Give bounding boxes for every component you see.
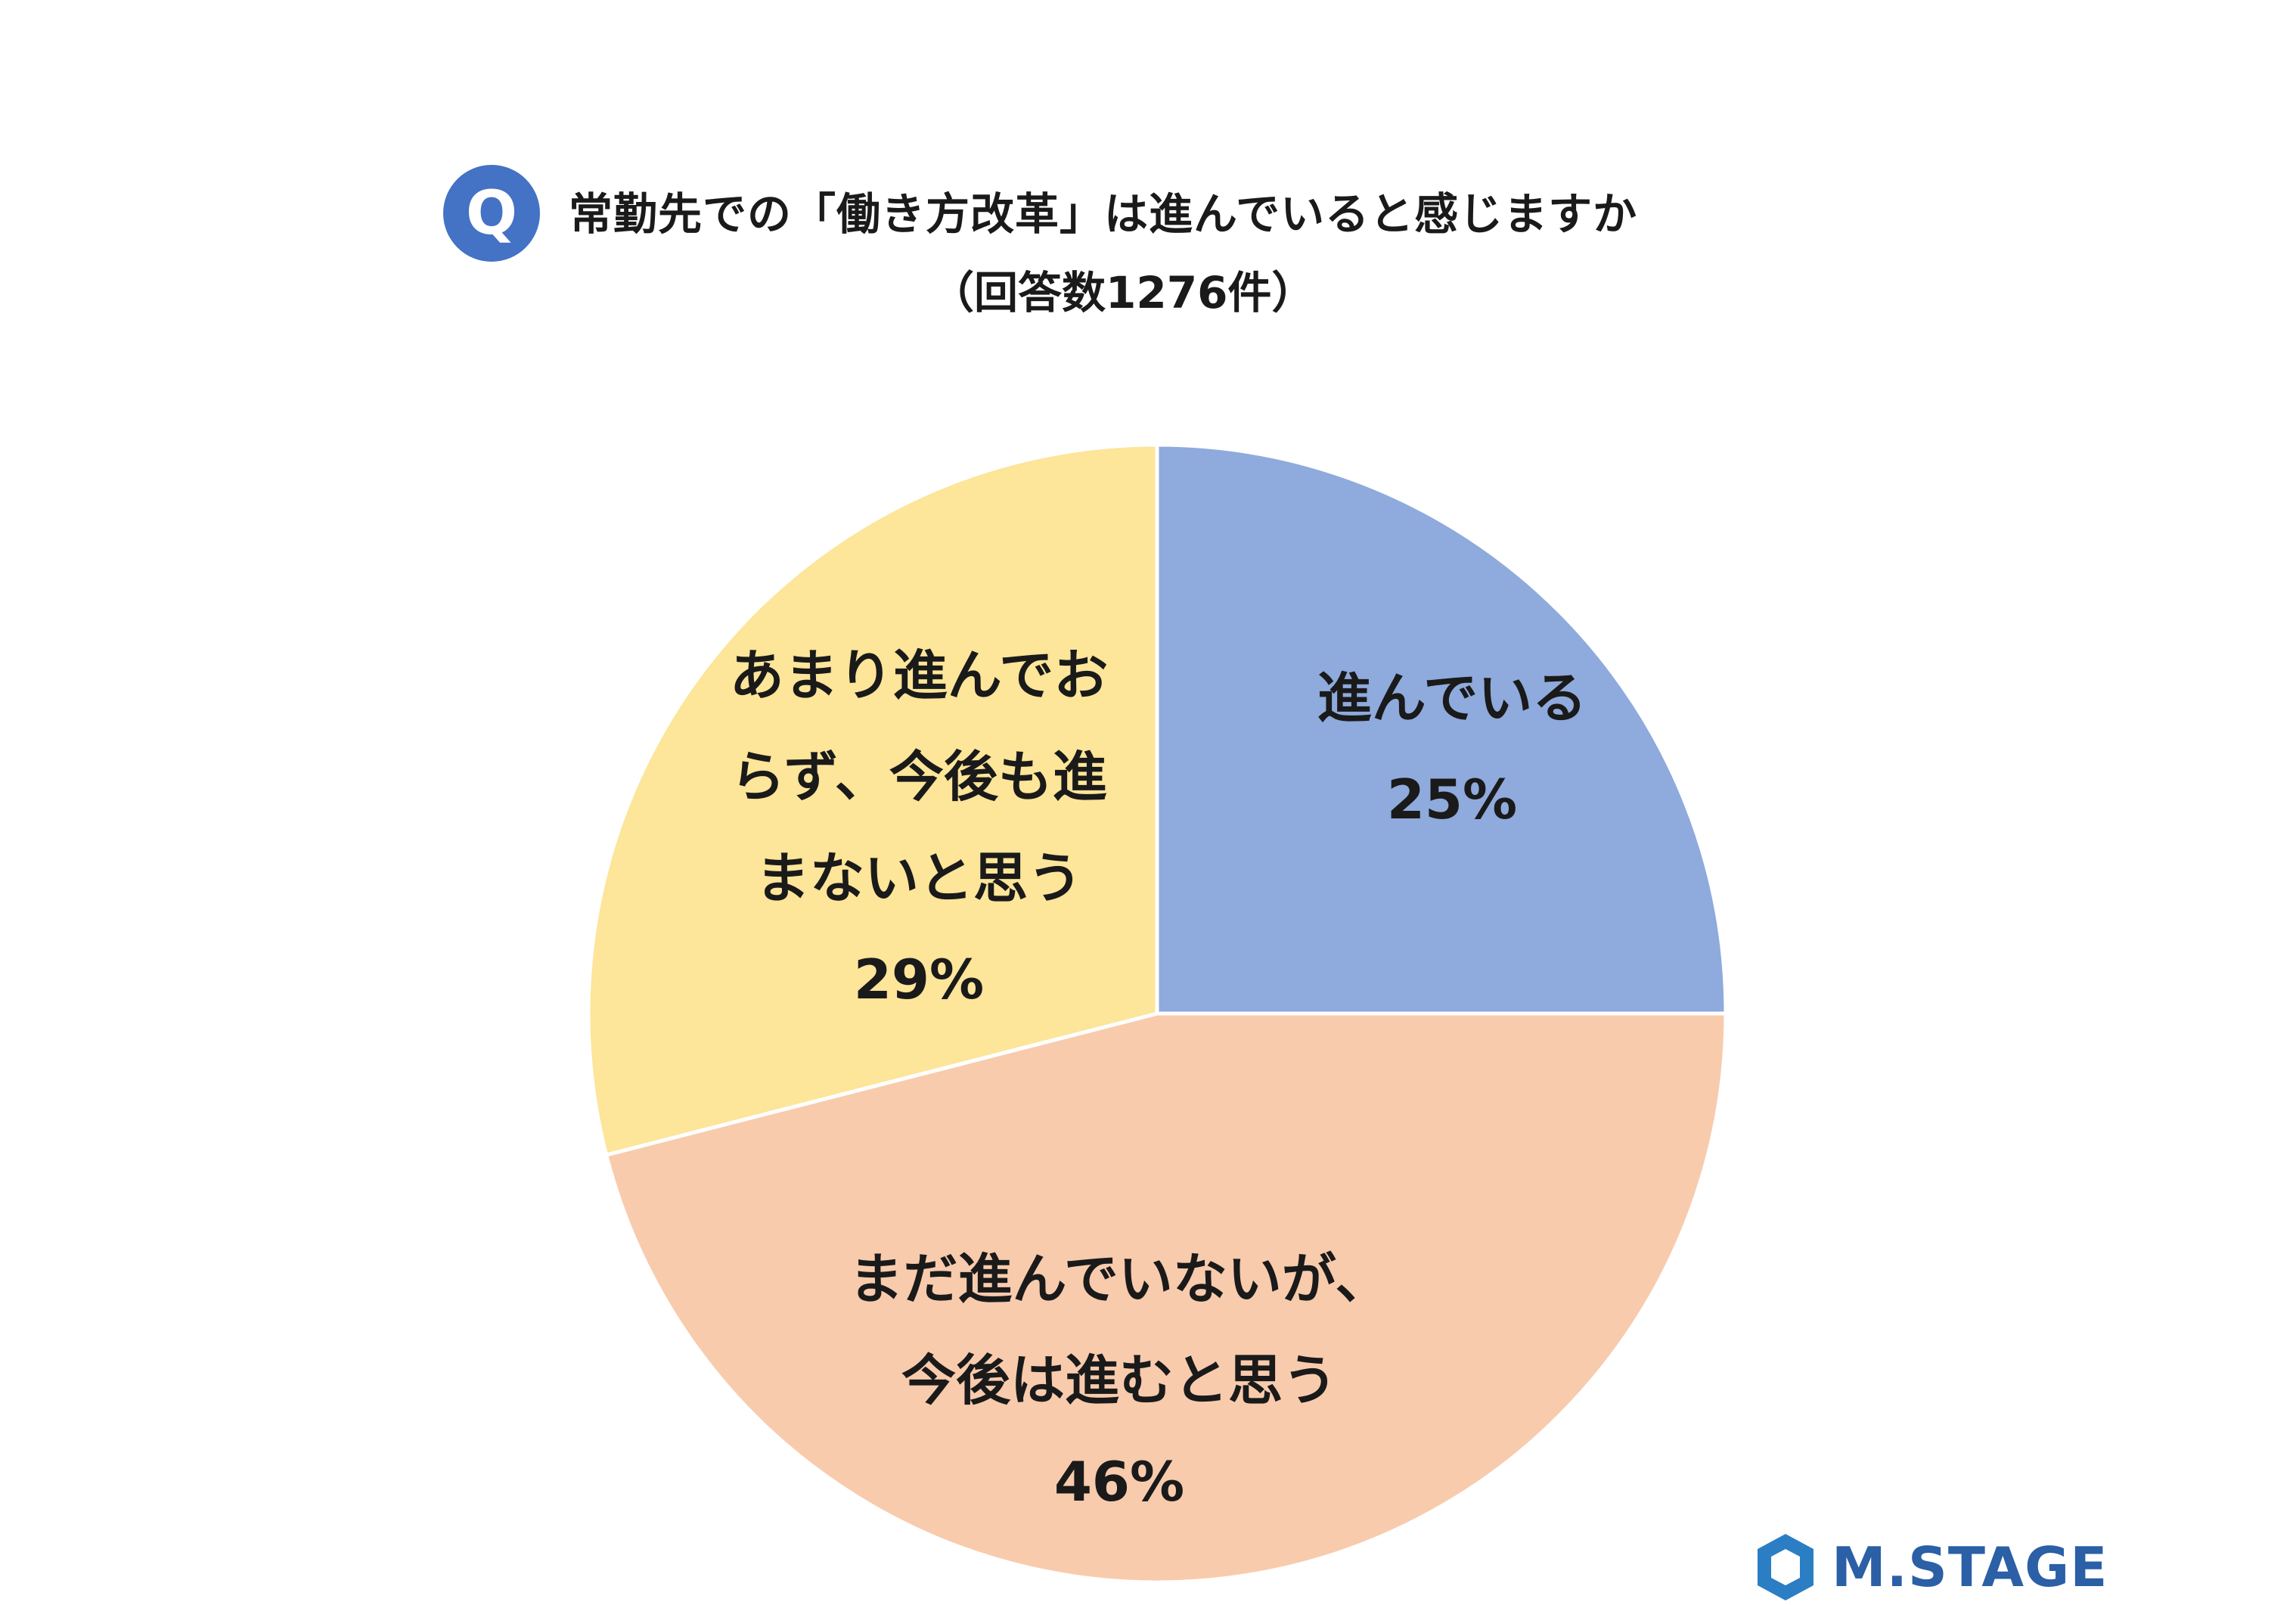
slice-label-progressing: 進んでいる 25% [1240,647,1664,850]
slice-value-label: 46% [1053,1450,1185,1513]
brand-logo: M.STAGE [1753,1529,2108,1605]
pie-slice-not-progressing [586,442,1159,1158]
chart-subtitle: （回答数1276件） [930,267,1316,318]
pie-slice-progressing [1155,442,1728,1016]
slice-label-text: 進んでいる [1317,666,1587,730]
chart-title-block: Q 常勤先での「働き方改革」は進んでいると感じますか （回答数1276件） [0,151,2296,348]
slice-label-text: あまり進んでお [729,644,1109,707]
chart-title: 常勤先での「働き方改革」は進んでいると感じますか [569,188,1638,240]
slice-label-text: まだ進んでいないが、 [849,1247,1390,1311]
slice-value-label: 29% [853,948,985,1011]
slice-label-text: 今後は進むと思う [901,1349,1337,1412]
slice-label-will-progress: まだ進んでいないが、 今後は進むと思う 46% [832,1228,1407,1532]
pie-slice-will-progress [603,1011,1728,1585]
question-badge-icon: Q [443,165,540,262]
hexagon-logo-icon [1758,1534,1814,1600]
slice-value-label: 25% [1386,768,1518,831]
logo-text: M.STAGE [1832,1535,2108,1599]
slice-label-not-progressing: あまり進んでお らず、今後も進 まないと思う 29% [666,625,1172,1030]
slice-label-text: まないと思う [755,846,1082,910]
slice-label-text: らず、今後も進 [731,745,1107,809]
